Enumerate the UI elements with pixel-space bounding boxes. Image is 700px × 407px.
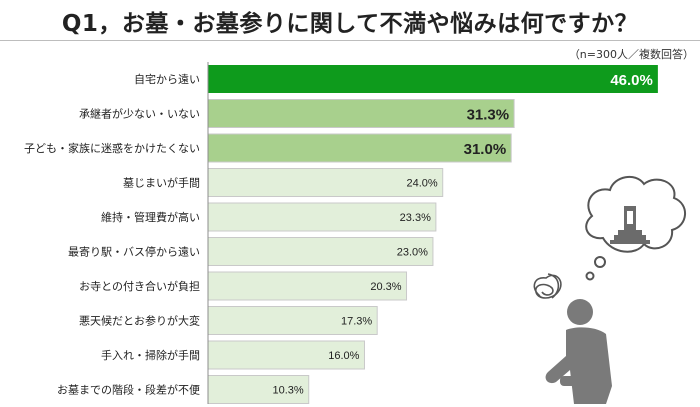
- value-label: 16.0%: [328, 350, 359, 362]
- scribble-icon: [533, 273, 562, 299]
- chart-title: Q1，お墓・お墓参りに関して不満や悩みは何ですか？: [61, 11, 639, 37]
- sample-note: （n=300人／複数回答）: [568, 48, 694, 61]
- value-label: 23.3%: [400, 212, 431, 224]
- category-label: 最寄り駅・バス停から遠い: [68, 245, 200, 259]
- value-label: 31.3%: [467, 107, 510, 124]
- category-label: お墓までの階段・段差が不便: [57, 383, 200, 397]
- bar: [207, 375, 310, 404]
- value-label: 10.3%: [273, 385, 304, 397]
- bar: [207, 133, 512, 163]
- grave-icon: [610, 206, 650, 244]
- person-icon: [545, 299, 612, 404]
- category-label: 悪天候だとお参りが大変: [79, 314, 200, 328]
- value-label: 46.0%: [610, 72, 653, 89]
- title-divider: [0, 40, 700, 41]
- bar: [207, 306, 378, 335]
- bar: [207, 202, 437, 232]
- category-label: 維持・管理費が高い: [101, 210, 200, 224]
- category-label: 子ども・家族に迷惑をかけたくない: [24, 141, 200, 155]
- value-label: 20.3%: [370, 281, 401, 293]
- value-label: 17.3%: [341, 316, 372, 328]
- bar: [207, 271, 408, 301]
- value-label: 23.0%: [397, 247, 428, 259]
- category-label: 自宅から遠い: [134, 72, 200, 86]
- bar: [207, 99, 515, 128]
- value-label: 31.0%: [464, 141, 507, 158]
- bar: [207, 168, 444, 197]
- category-label: 承継者が少ない・いない: [79, 107, 200, 121]
- value-label: 24.0%: [407, 178, 438, 190]
- category-label: 手入れ・掃除が手間: [101, 348, 200, 362]
- category-label: お寺との付き合いが負担: [79, 279, 200, 293]
- bar: [208, 65, 658, 93]
- category-label: 墓じまいが手間: [123, 176, 200, 190]
